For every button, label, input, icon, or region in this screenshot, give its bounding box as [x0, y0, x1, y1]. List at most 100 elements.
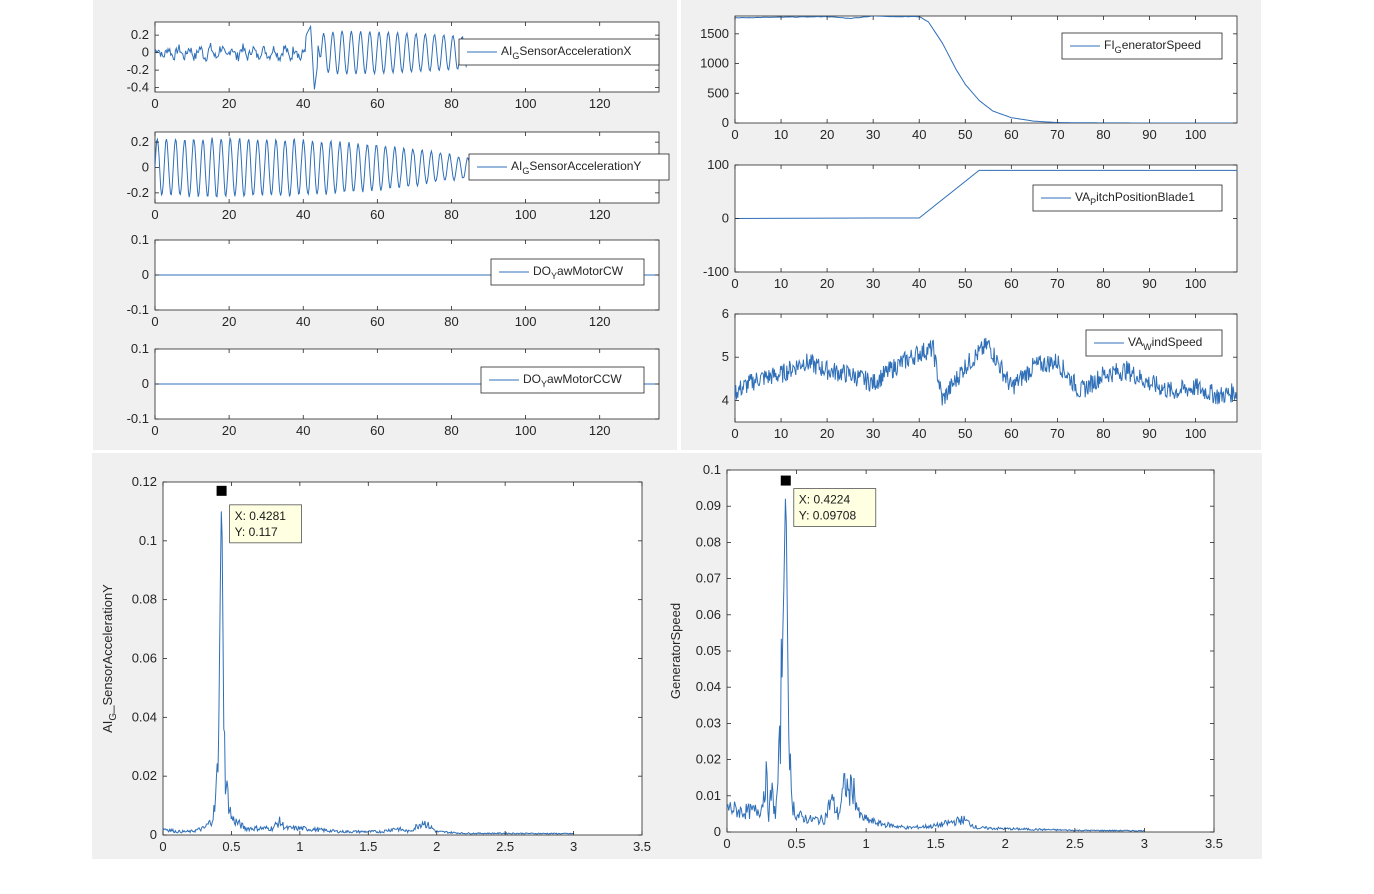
y-tick-label: -0.2	[127, 62, 149, 77]
x-tick-label: 40	[296, 207, 310, 222]
x-tick-label: 10	[774, 127, 788, 142]
x-tick-label: 30	[866, 426, 880, 441]
plot-p2: 0 20 40 60 80 100 1200.20-0.2AIGSensorAccelera…	[127, 131, 670, 222]
legend-entry-rest: awMotorCW	[557, 264, 624, 278]
plot-p8: 0 0.5 1 1.5 2 2.5 3 3.5 0 0.02 0.04 0.06 0.08 0.1 0.12…	[100, 474, 651, 854]
y-axis-label: AIG_SensorAccelerationY	[100, 584, 119, 733]
y-tick-label: 0.09	[696, 498, 721, 513]
x-tick-label: 100	[515, 423, 537, 438]
y-axis-label-text-rest: _SensorAccelerationY	[100, 584, 115, 714]
y-tick-label: 500	[707, 85, 729, 100]
x-tick-label: 20	[820, 276, 834, 291]
x-tick-label: 2.5	[496, 839, 514, 854]
legend: DOYawMotorCCW	[480, 366, 645, 394]
y-tick-label: 0.03	[696, 715, 721, 730]
plot-p7: 0 10 20 30 40 50 60 70 80 90 100 6 5 4 VAWindSpeed	[722, 306, 1238, 441]
y-tick-label: 0.1	[139, 533, 157, 548]
y-axis-label-text-main: AI	[100, 721, 115, 733]
y-axis-label-text-sub: G	[108, 713, 119, 721]
datatip-box[interactable]	[229, 504, 302, 544]
legend-entry-sub: P	[1090, 197, 1096, 207]
x-tick-label: 1	[863, 836, 870, 851]
datatip-marker[interactable]	[780, 475, 791, 486]
y-tick-label: 0.2	[131, 27, 149, 42]
x-tick-label: 0	[151, 423, 158, 438]
x-tick-label: 40	[912, 426, 926, 441]
x-tick-label: 80	[444, 423, 458, 438]
x-tick-label: 40	[296, 423, 310, 438]
legend-entry: FIGeneratorSpeed	[1104, 38, 1201, 55]
datatip-x-label: X: 0.4224	[799, 493, 851, 507]
x-tick-label: 0	[151, 96, 158, 111]
datatip-box[interactable]	[793, 488, 877, 527]
y-tick-label: 0	[142, 376, 149, 391]
x-tick-label: 40	[296, 96, 310, 111]
x-tick-label: 60	[1004, 426, 1018, 441]
legend: AIGSensorAccelerationY	[468, 153, 670, 181]
x-tick-label: 30	[866, 127, 880, 142]
x-tick-label: 90	[1142, 426, 1156, 441]
y-tick-label: 0.06	[696, 607, 721, 622]
y-tick-label: 0.08	[696, 534, 721, 549]
x-tick-label: 0	[723, 836, 730, 851]
y-tick-label: 0.06	[132, 651, 157, 666]
x-tick-label: 10	[774, 276, 788, 291]
legend-entry-rest: SensorAccelerationX	[519, 44, 631, 58]
plot-p6: 0 10 20 30 40 50 60 70 80 90 1001000-100VAPitchPos…	[703, 157, 1238, 291]
y-tick-label: 0.05	[696, 643, 721, 658]
x-tick-label: 0	[159, 839, 166, 854]
y-tick-label: 0.01	[696, 788, 721, 803]
legend-entry-rest: eneratorSpeed	[1122, 38, 1201, 52]
legend-entry-main: VA	[1075, 190, 1090, 204]
x-tick-label: 70	[1050, 276, 1064, 291]
y-tick-label: 0	[150, 827, 157, 842]
x-tick-label: 40	[296, 314, 310, 329]
legend-entry-sub: Y	[541, 379, 547, 389]
y-tick-label: 0	[142, 45, 149, 60]
y-tick-label: 0	[722, 211, 729, 226]
series-line	[735, 16, 1237, 123]
x-tick-label: 80	[1096, 426, 1110, 441]
legend-entry-main: FI	[1104, 38, 1115, 52]
legend-entry: AIGSensorAccelerationX	[501, 44, 631, 61]
y-axis-label-text-main: GeneratorSpeed	[668, 603, 683, 699]
plot-p5: 0 10 20 30 40 50 60 70 80 90 100 1500 1000 500 0 FIGene…	[700, 15, 1238, 142]
x-tick-label: 80	[444, 96, 458, 111]
legend: AIGSensorAccelerationX	[458, 38, 660, 66]
legend-entry: AIGSensorAccelerationY	[511, 159, 641, 176]
legend-entry-rest: indSpeed	[1152, 335, 1203, 349]
x-tick-label: 50	[958, 426, 972, 441]
x-tick-label: 10	[774, 426, 788, 441]
x-tick-label: 80	[1096, 276, 1110, 291]
x-tick-label: 100	[1185, 127, 1207, 142]
x-tick-label: 40	[912, 127, 926, 142]
series-line	[735, 337, 1237, 406]
legend-entry: VAWindSpeed	[1128, 335, 1202, 352]
plot-p9: 0 0.5 1 1.5 2 2.5 3 3.5 0 0.01 0.02 0.03 0.04 0.05 0.0…	[668, 462, 1223, 851]
axes-box	[726, 469, 1215, 833]
y-tick-label: 6	[722, 306, 729, 321]
x-tick-label: 100	[1185, 426, 1207, 441]
y-tick-label: -100	[703, 264, 729, 279]
x-tick-label: 50	[958, 127, 972, 142]
legend-entry-sub: G	[512, 51, 519, 61]
y-axis-label: GeneratorSpeed	[668, 603, 683, 699]
legend-entry: VAPitchPositionBlade1	[1075, 190, 1195, 207]
y-tick-label: 5	[722, 349, 729, 364]
y-tick-label: 0.08	[132, 592, 157, 607]
x-tick-label: 120	[589, 207, 611, 222]
datatip-x-label: X: 0.4281	[235, 509, 287, 523]
datatip-marker[interactable]	[216, 485, 227, 496]
x-tick-label: 20	[820, 426, 834, 441]
y-tick-label: -0.1	[127, 302, 149, 317]
x-tick-label: 80	[1096, 127, 1110, 142]
y-tick-label: 0	[714, 824, 721, 839]
legend-entry: DOYawMotorCCW	[523, 372, 622, 389]
x-tick-label: 2	[1002, 836, 1009, 851]
x-tick-label: 60	[370, 314, 384, 329]
x-tick-label: 120	[589, 96, 611, 111]
legend-entry: DOYawMotorCW	[533, 264, 624, 281]
y-tick-label: -0.1	[127, 411, 149, 426]
legend-entry-rest: itchPositionBlade1	[1096, 190, 1195, 204]
